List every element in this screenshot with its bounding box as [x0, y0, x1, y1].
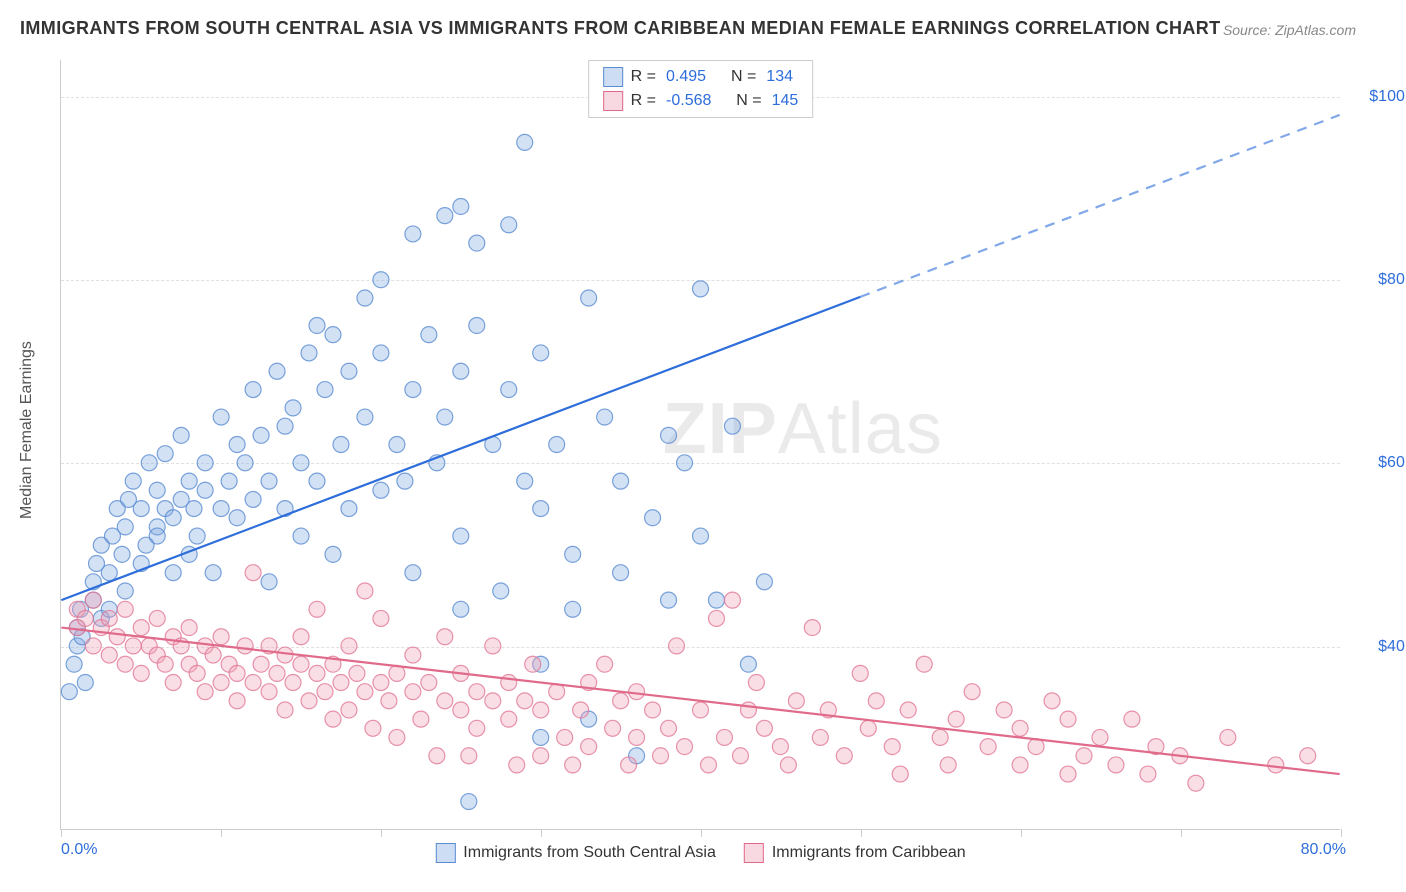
- stat-r-pink: -0.568: [666, 89, 711, 113]
- scatter-svg: [61, 60, 1340, 829]
- source-label: Source: ZipAtlas.com: [1223, 22, 1356, 38]
- legend-swatch-pink: [603, 91, 623, 111]
- plot-area: ZIPAtlas $40,000$60,000$80,000$100,000 0…: [60, 60, 1340, 830]
- y-tick-label: $100,000: [1356, 88, 1406, 106]
- y-tick-label: $40,000: [1356, 638, 1406, 656]
- x-axis-max-label: 80.0%: [1301, 841, 1346, 859]
- legend-stats-box: R = 0.495 N = 134 R = -0.568 N = 145: [588, 60, 814, 118]
- x-axis-min-label: 0.0%: [61, 841, 97, 859]
- y-tick-label: $80,000: [1356, 271, 1406, 289]
- legend-item-pink: Immigrants from Caribbean: [744, 843, 966, 863]
- legend-swatch-blue-icon: [435, 843, 455, 863]
- stat-r-blue: 0.495: [666, 65, 706, 89]
- stat-n-blue: 134: [766, 65, 793, 89]
- legend-swatch-blue: [603, 67, 623, 87]
- legend-swatch-pink-icon: [744, 843, 764, 863]
- chart-title: IMMIGRANTS FROM SOUTH CENTRAL ASIA VS IM…: [20, 18, 1221, 39]
- stat-n-pink: 145: [772, 89, 799, 113]
- y-tick-label: $60,000: [1356, 454, 1406, 472]
- legend-item-blue: Immigrants from South Central Asia: [435, 843, 716, 863]
- y-axis-label: Median Female Earnings: [18, 341, 36, 519]
- legend-series-box: Immigrants from South Central Asia Immig…: [435, 843, 965, 863]
